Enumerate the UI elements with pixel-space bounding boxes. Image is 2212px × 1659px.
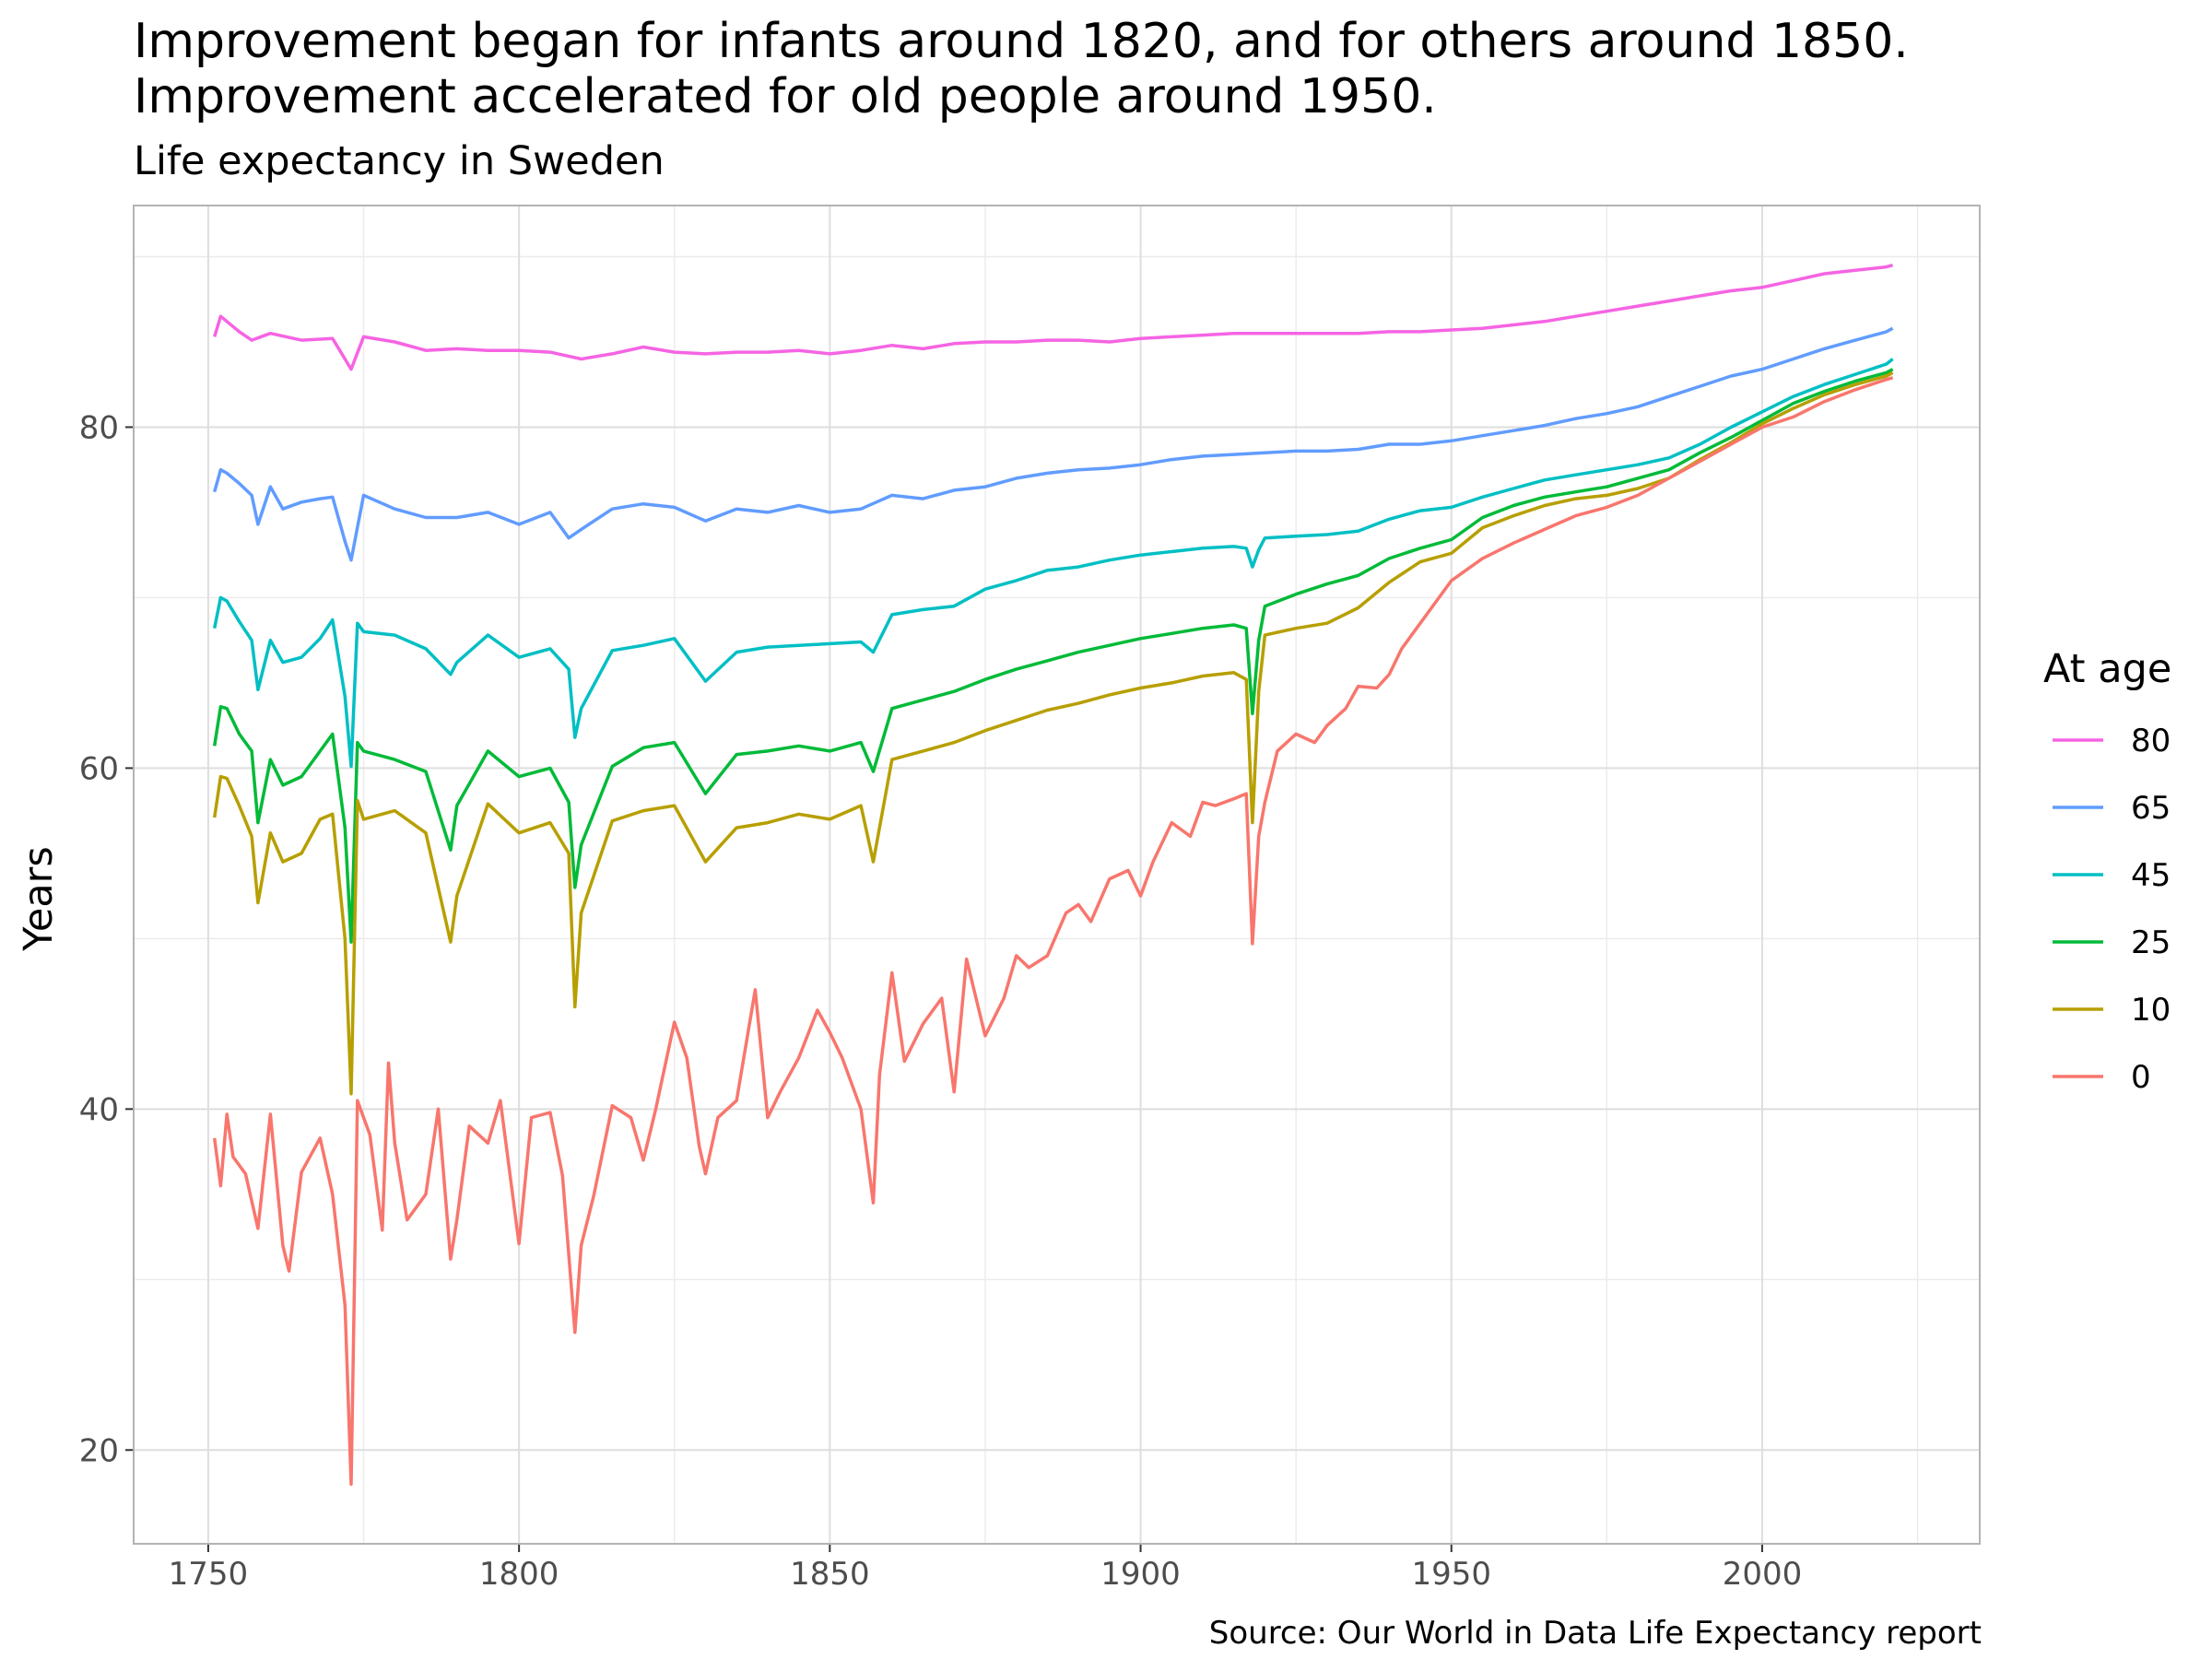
x-tick-label: 1850 bbox=[790, 1556, 870, 1593]
plot-panel: 1750 1800 1850 1900 1950 2000 20 40 60 80 bbox=[79, 205, 1981, 1593]
legend-label-80: 80 bbox=[2131, 723, 2171, 759]
chart-title-line-1: Improvement began for infants around 182… bbox=[134, 14, 1909, 69]
x-tick-label: 1800 bbox=[479, 1556, 559, 1593]
legend-label-0: 0 bbox=[2131, 1059, 2151, 1096]
series-line-age-80 bbox=[213, 264, 1894, 371]
y-tick-label: 40 bbox=[79, 1091, 119, 1128]
chart-caption: Source: Our World in Data Life Expectanc… bbox=[1209, 1615, 1982, 1652]
x-tick-label: 1750 bbox=[169, 1556, 249, 1593]
y-tick-label: 20 bbox=[79, 1432, 119, 1469]
chart-subtitle: Life expectancy in Sweden bbox=[134, 138, 665, 184]
chart-title-line-2: Improvement accelerated for old people a… bbox=[134, 69, 1437, 124]
x-tick-label: 1950 bbox=[1411, 1556, 1491, 1593]
series-line-age-65 bbox=[213, 326, 1894, 562]
series-line-age-25 bbox=[212, 368, 1894, 944]
legend-label-10: 10 bbox=[2131, 992, 2171, 1029]
legend-label-45: 45 bbox=[2131, 857, 2171, 894]
legend-label-65: 65 bbox=[2131, 790, 2171, 827]
panel-border bbox=[133, 205, 1981, 1545]
x-tick-label: 1900 bbox=[1100, 1556, 1181, 1593]
series-line-age-45 bbox=[212, 358, 1894, 769]
y-axis-title: Years bbox=[16, 846, 62, 951]
x-tick-label: 2000 bbox=[1723, 1556, 1803, 1593]
legend-title: At age bbox=[2043, 646, 2171, 692]
series-line-age-0 bbox=[212, 376, 1894, 1487]
legend: 80 65 45 25 10 0 bbox=[2053, 723, 2171, 1096]
y-tick-label: 60 bbox=[79, 750, 119, 787]
y-tick-label: 80 bbox=[79, 409, 119, 446]
legend-label-25: 25 bbox=[2131, 924, 2171, 961]
series-line-age-10 bbox=[212, 371, 1894, 1096]
